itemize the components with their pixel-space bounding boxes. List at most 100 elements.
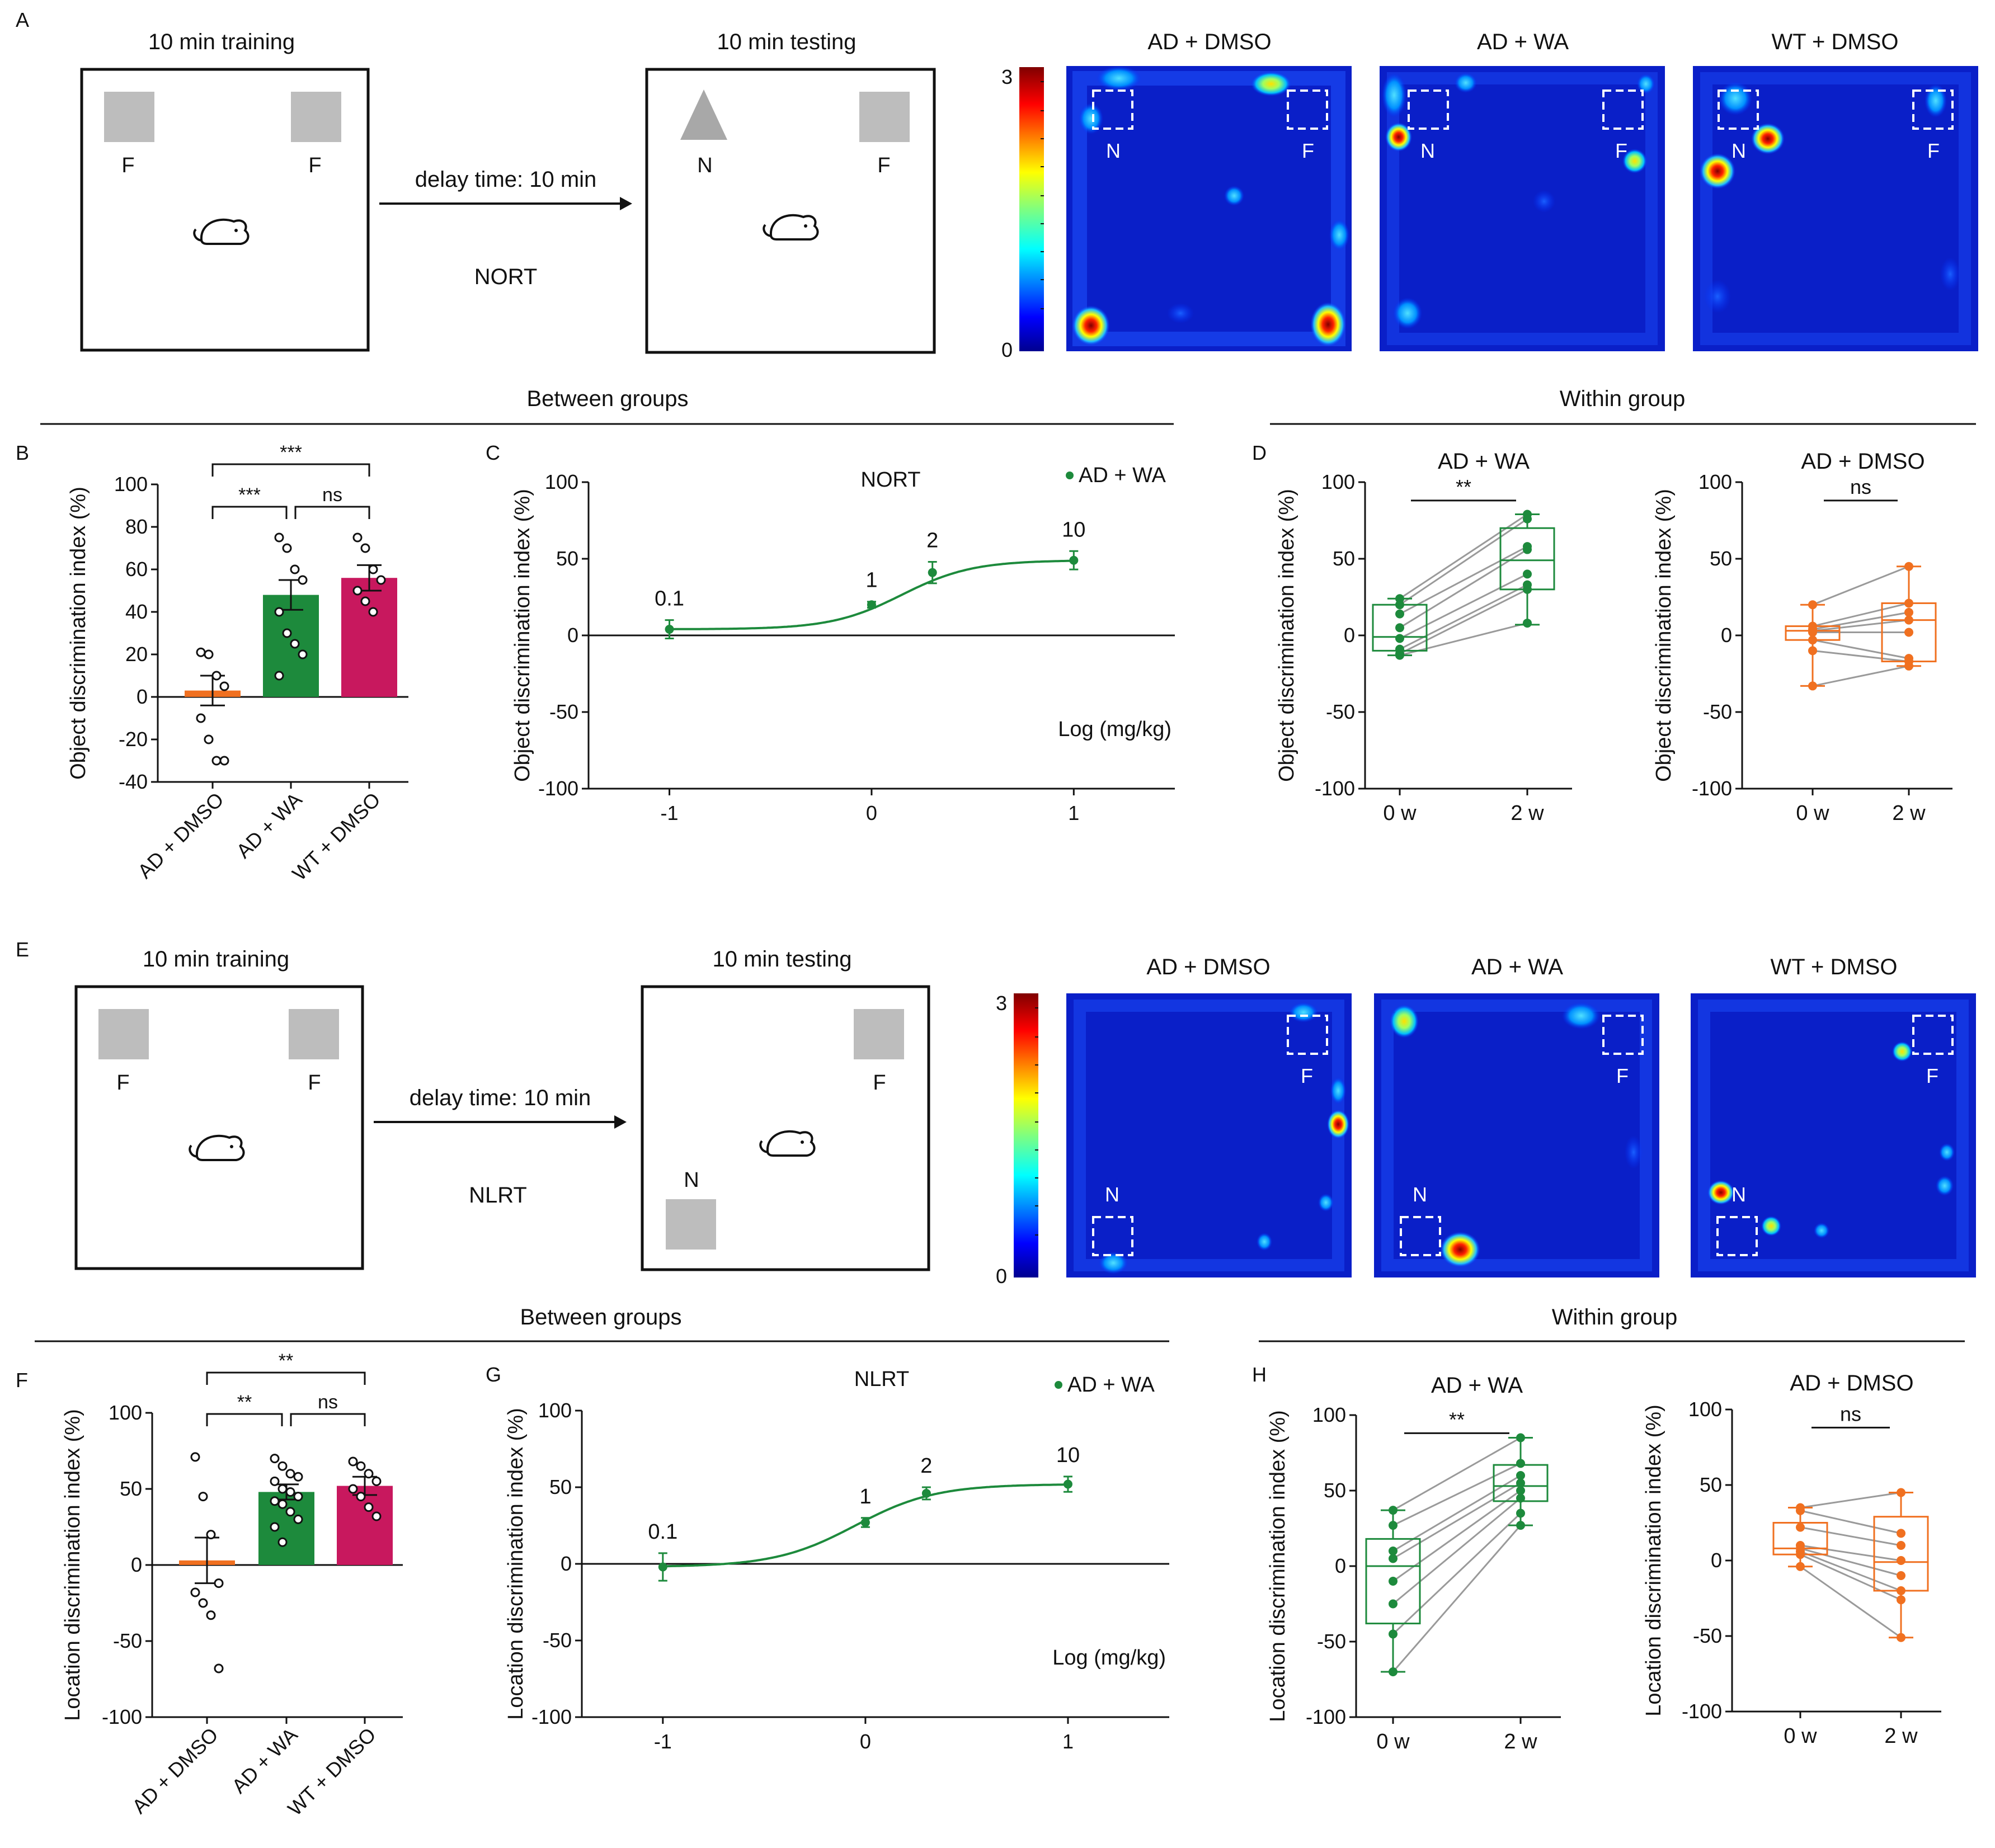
label-n: N bbox=[684, 1168, 699, 1192]
label-f-right: F bbox=[308, 1071, 321, 1095]
data-point bbox=[1808, 600, 1817, 610]
y-tick-label: 100 bbox=[1698, 470, 1732, 493]
y-tick-label: -50 bbox=[543, 1629, 572, 1652]
data-point bbox=[348, 1456, 358, 1467]
heatmap-label-f: F bbox=[1302, 139, 1314, 162]
data-point bbox=[211, 756, 222, 766]
x-tick-label: AD + DMSO bbox=[133, 788, 228, 883]
data-point bbox=[1796, 1550, 1805, 1559]
x-tick-label: -1 bbox=[661, 802, 679, 824]
significance-label: ns bbox=[318, 1392, 338, 1413]
task-name-nlrt: NLRT bbox=[469, 1183, 527, 1208]
chart-title: AD + DMSO bbox=[1790, 1371, 1913, 1396]
data-point bbox=[285, 1507, 295, 1517]
section-within-group: Within group bbox=[1552, 1305, 1678, 1330]
y-tick-label: 100 bbox=[1312, 1403, 1346, 1426]
y-axis-label: Object discrimination index (%) bbox=[1275, 489, 1298, 782]
colorbar-max: 3 bbox=[996, 992, 1007, 1015]
y-tick-label: 0 bbox=[561, 1552, 572, 1575]
data-point bbox=[196, 713, 206, 723]
x-tick-label: 0 w bbox=[1383, 802, 1417, 825]
paired-line bbox=[1812, 565, 1909, 606]
data-point bbox=[1389, 1667, 1398, 1676]
y-tick-label: 0 bbox=[137, 685, 148, 708]
data-point bbox=[1516, 1508, 1525, 1518]
chart-h-ad-dmso-box: -100 -50 0 50 100 Location discrimination ind… bbox=[1642, 1371, 1941, 1748]
delay-arrow-head bbox=[614, 1115, 627, 1129]
y-tick-label: -50 bbox=[549, 700, 578, 723]
data-point bbox=[867, 600, 876, 610]
dose-label: 0.1 bbox=[648, 1520, 677, 1544]
data-point bbox=[293, 1492, 303, 1502]
data-point bbox=[1796, 1506, 1805, 1515]
label-f-right: F bbox=[308, 154, 321, 177]
y-tick-label: 50 bbox=[120, 1477, 142, 1500]
paired-line bbox=[1399, 545, 1528, 615]
data-point bbox=[298, 649, 308, 659]
data-point bbox=[1904, 615, 1913, 625]
nlrt-testing-title: 10 min testing bbox=[712, 947, 851, 972]
heatmap-ad-wa: N F bbox=[1380, 66, 1665, 351]
data-point bbox=[1808, 646, 1817, 656]
colorbar-min: 0 bbox=[1001, 338, 1013, 361]
y-tick-label: -100 bbox=[1692, 777, 1732, 800]
data-point bbox=[1395, 609, 1404, 619]
heatmap-title: WT + DMSO bbox=[1770, 955, 1897, 979]
paired-line bbox=[1392, 1463, 1521, 1526]
paired-line bbox=[1800, 1526, 1902, 1547]
x-tick-label: 0 bbox=[860, 1730, 871, 1753]
nort-heatmaps: 3 0 AD + DMSO AD + WA WT + DMSO N F bbox=[1001, 30, 1978, 361]
data-point bbox=[360, 596, 370, 606]
data-point bbox=[352, 532, 363, 543]
nort-testing-arena bbox=[645, 68, 936, 354]
data-point bbox=[214, 1578, 224, 1588]
panel-label-d: D bbox=[1252, 441, 1267, 464]
familiar-object-left bbox=[98, 1009, 149, 1059]
significance-bracket bbox=[206, 1371, 366, 1385]
data-point bbox=[368, 607, 378, 617]
delay-label: delay time: 10 min bbox=[410, 1086, 591, 1110]
y-tick-label: 50 bbox=[556, 547, 578, 570]
data-point bbox=[206, 1530, 216, 1540]
paired-line bbox=[1812, 602, 1909, 628]
data-point bbox=[298, 575, 308, 585]
significance-label: *** bbox=[238, 484, 261, 506]
heatmap-title: AD + DMSO bbox=[1146, 955, 1270, 979]
y-tick-label: -100 bbox=[1306, 1705, 1346, 1728]
data-point bbox=[665, 625, 674, 634]
data-point bbox=[290, 564, 300, 574]
y-axis-label: Location discrimination index (%) bbox=[504, 1408, 528, 1720]
heatmap-label-n: N bbox=[1731, 139, 1746, 162]
data-point bbox=[274, 607, 284, 617]
chart-title: NORT bbox=[861, 468, 921, 492]
data-point bbox=[277, 1537, 288, 1547]
y-tick-label: 50 bbox=[1710, 547, 1732, 570]
data-point bbox=[1904, 607, 1913, 617]
x-tick-label: 0 w bbox=[1376, 1730, 1410, 1753]
chart-title: AD + WA bbox=[1431, 1373, 1523, 1398]
data-point bbox=[270, 1454, 280, 1464]
y-tick-label: 40 bbox=[125, 600, 148, 623]
significance-label: ** bbox=[237, 1392, 252, 1413]
data-point bbox=[356, 1492, 366, 1502]
significance-label: ns bbox=[1840, 1402, 1861, 1425]
significance-bracket bbox=[206, 1413, 283, 1426]
y-tick-label: -100 bbox=[1315, 777, 1355, 800]
dose-label: 10 bbox=[1062, 518, 1085, 541]
heatmap-ad-wa: N F bbox=[1374, 993, 1659, 1277]
data-point bbox=[1516, 1493, 1525, 1503]
data-point bbox=[1516, 1521, 1525, 1530]
y-tick-label: 80 bbox=[125, 515, 148, 538]
data-point bbox=[285, 1487, 295, 1497]
chart-f-location-discrimination-bars: -100 -50 0 50 100 Location discrimination ind… bbox=[61, 1350, 403, 1820]
x-axis-label: Log (mg/kg) bbox=[1052, 1646, 1166, 1670]
data-point bbox=[921, 1488, 931, 1498]
y-axis-label: Object discrimination index (%) bbox=[1652, 489, 1676, 782]
data-point bbox=[1523, 584, 1532, 594]
data-point bbox=[1897, 1541, 1905, 1550]
colorbar-max: 3 bbox=[1001, 65, 1013, 88]
y-tick-label: -100 bbox=[538, 777, 578, 800]
data-point bbox=[1395, 634, 1404, 643]
data-point bbox=[190, 1452, 200, 1462]
